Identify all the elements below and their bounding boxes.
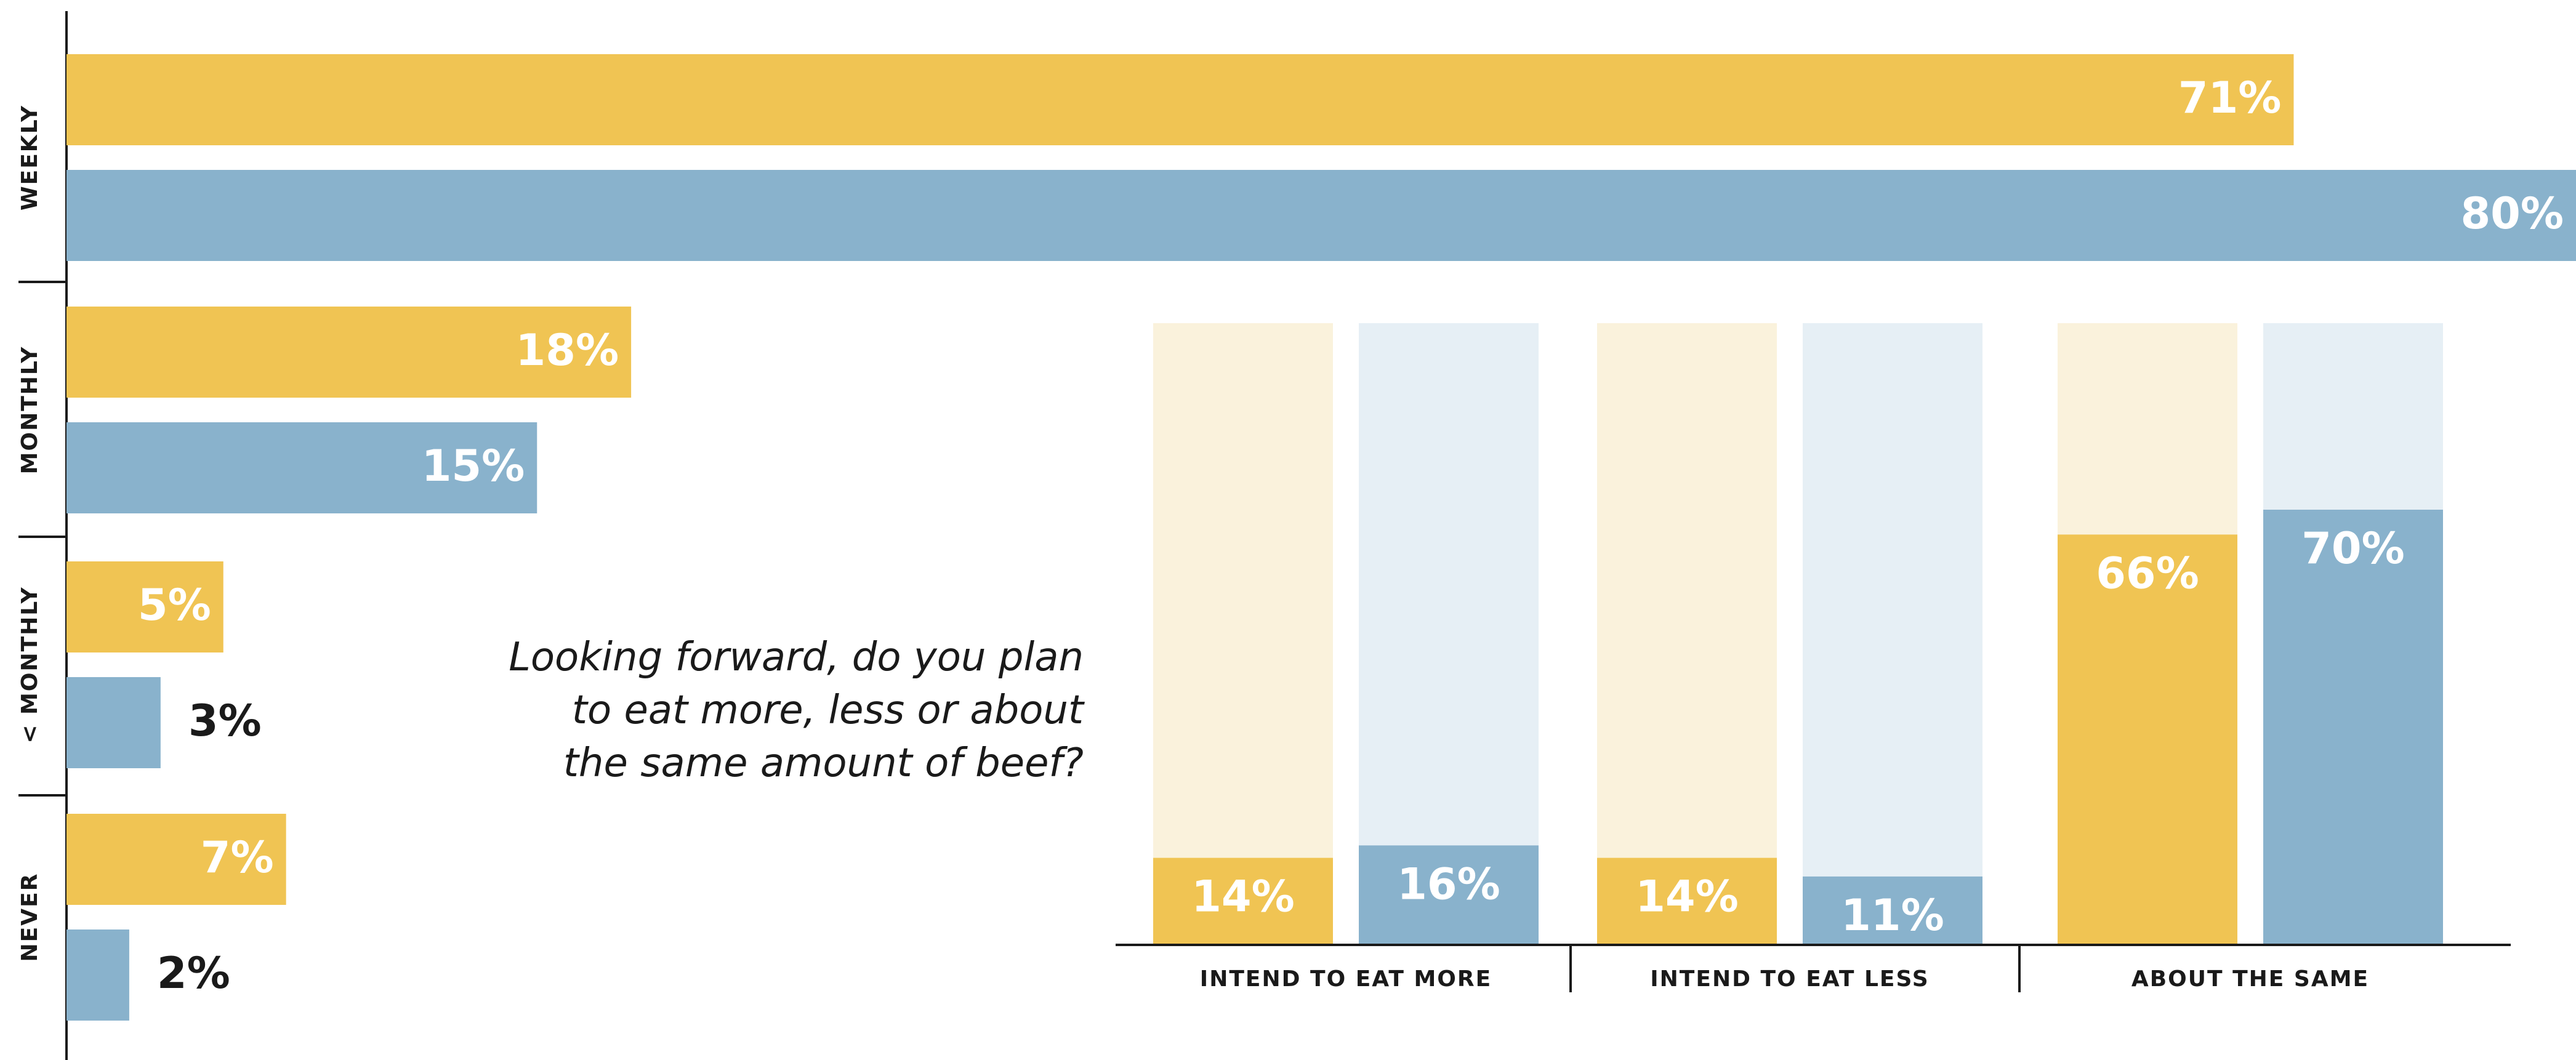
data-label-monthly-series-2: 3% xyxy=(188,696,262,746)
data-label-intend-to-eat-less-series-1: 14% xyxy=(1635,872,1739,922)
bar-monthly-series-1 xyxy=(66,561,223,652)
bar-track-intend-to-eat-less-series-2 xyxy=(1803,323,1982,945)
data-label-monthly-series-1: 18% xyxy=(516,325,619,375)
survey-question-line-3: the same amount of beef? xyxy=(563,741,1084,786)
data-label-intend-to-eat-more-series-1: 14% xyxy=(1191,872,1295,922)
bar-never-series-2 xyxy=(66,930,129,1021)
bar-intend-to-eat-more-series-2 xyxy=(1359,845,1539,945)
frequency-bar-chart: WEEKLY 71% 80% MONTHLY 18% 15% < MONTHLY 5% 3% NE… xyxy=(17,11,2576,1060)
category-label-never: NEVER xyxy=(17,873,42,962)
intention-bar-chart: 14% 16% INTEND TO EAT MORE 14% 11% INTEND TO … xyxy=(1116,323,2511,992)
data-label-never-series-1: 7% xyxy=(201,832,274,883)
bar-weekly-series-2 xyxy=(66,170,2576,261)
category-label-monthly: MONTHLY xyxy=(17,346,42,475)
data-label-weekly-series-2: 80% xyxy=(2460,188,2564,239)
category-label-monthly: < MONTHLY xyxy=(17,586,42,743)
bar-track-intend-to-eat-more-series-2 xyxy=(1359,323,1539,945)
survey-question-line-2: to eat more, less or about xyxy=(571,688,1084,733)
bar-about-the-same-series-2 xyxy=(2263,510,2443,945)
survey-question-line-1: Looking forward, do you plan xyxy=(509,635,1084,680)
data-label-intend-to-eat-more-series-2: 16% xyxy=(1397,859,1500,909)
bar-intend-to-eat-less-series-1 xyxy=(1597,857,1777,945)
bar-monthly-series-2 xyxy=(66,677,161,768)
survey-question: Looking forward, do you plan to eat more… xyxy=(443,631,1084,790)
bar-never-series-1 xyxy=(66,814,286,905)
category-label-intend-to-eat-less: INTEND TO EAT LESS xyxy=(1650,966,1929,992)
bar-about-the-same-series-1 xyxy=(2058,534,2237,945)
data-label-about-the-same-series-2: 70% xyxy=(2301,523,2405,574)
bar-monthly-series-2 xyxy=(66,422,537,513)
data-label-monthly-series-1: 5% xyxy=(138,580,211,630)
category-label-intend-to-eat-more: INTEND TO EAT MORE xyxy=(1200,966,1492,992)
bar-track-intend-to-eat-more-series-1 xyxy=(1153,323,1333,945)
data-label-never-series-2: 2% xyxy=(157,948,230,998)
bar-track-intend-to-eat-less-series-1 xyxy=(1597,323,1777,945)
data-label-weekly-series-1: 71% xyxy=(2178,73,2282,123)
bar-monthly-series-1 xyxy=(66,307,632,398)
category-label-weekly: WEEKLY xyxy=(17,105,42,211)
data-label-monthly-series-2: 15% xyxy=(422,441,525,491)
data-label-intend-to-eat-less-series-2: 11% xyxy=(1841,890,1944,941)
bar-intend-to-eat-more-series-1 xyxy=(1153,857,1333,945)
data-label-about-the-same-series-1: 66% xyxy=(2096,548,2199,598)
bar-intend-to-eat-less-series-2 xyxy=(1803,876,1982,945)
category-label-about-the-same: ABOUT THE SAME xyxy=(2131,966,2369,992)
bar-weekly-series-1 xyxy=(66,54,2294,145)
